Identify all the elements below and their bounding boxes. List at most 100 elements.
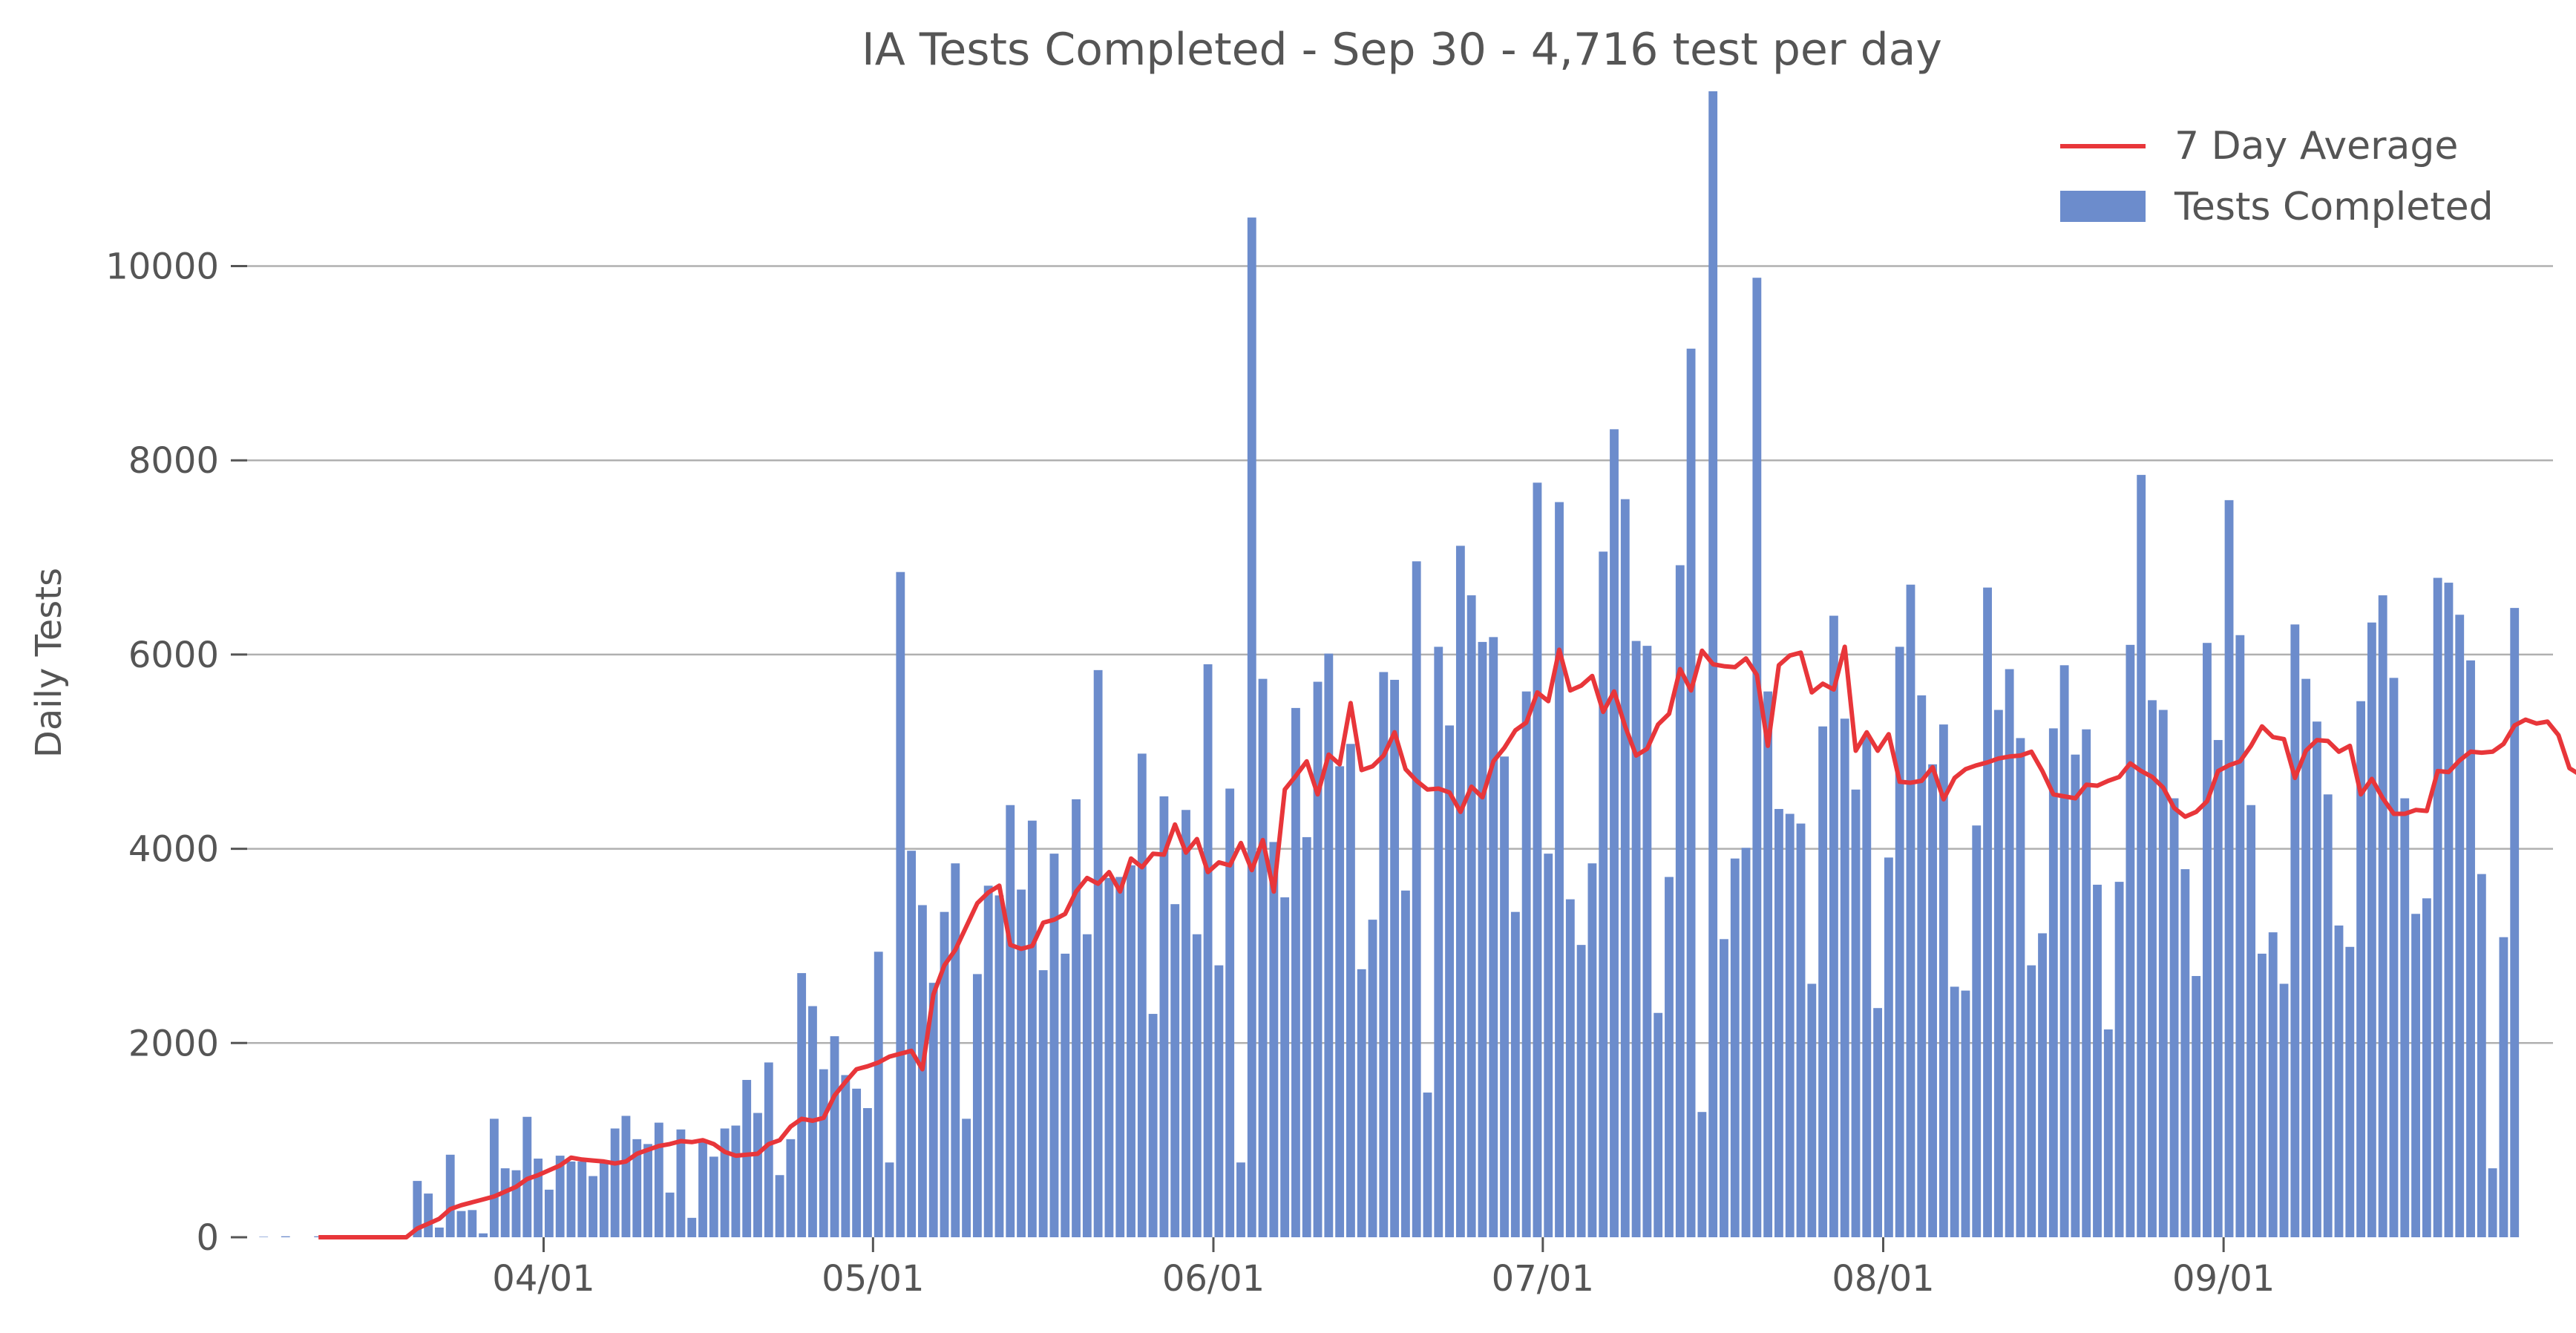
bar <box>1104 877 1114 1237</box>
bar <box>1895 646 1904 1237</box>
bar <box>1785 813 1795 1237</box>
chart-title: IA Tests Completed - Sep 30 - 4,716 test… <box>862 24 1942 76</box>
bar <box>907 851 917 1237</box>
bar <box>599 1161 609 1237</box>
bar <box>2114 882 2124 1237</box>
bar <box>1741 848 1751 1237</box>
bar <box>1938 724 1948 1237</box>
bar <box>940 911 949 1237</box>
bar <box>1675 565 1685 1237</box>
bar <box>819 1069 828 1237</box>
bar <box>2082 729 2091 1237</box>
bar <box>1082 934 1092 1237</box>
bar <box>1017 889 1026 1237</box>
x-tick-label: 09/01 <box>2172 1258 2275 1300</box>
bar <box>1565 899 1575 1237</box>
bar <box>1599 551 1608 1237</box>
bar <box>500 1168 510 1237</box>
bar <box>2268 932 2278 1237</box>
bar <box>753 1113 762 1237</box>
bar <box>1906 584 1915 1237</box>
bar <box>2488 1168 2497 1237</box>
bar <box>643 1144 652 1237</box>
x-tick-label: 08/01 <box>1832 1258 1934 1300</box>
y-tick-label: 10000 <box>105 246 219 288</box>
bar <box>2345 946 2355 1237</box>
bar <box>698 1142 707 1237</box>
bar <box>1072 799 1081 1237</box>
bar <box>1544 854 1553 1237</box>
bar <box>1247 217 1256 1237</box>
bar <box>742 1080 752 1237</box>
bar <box>1521 691 1531 1237</box>
bar <box>1774 808 1783 1237</box>
bar <box>2169 798 2179 1237</box>
legend: 7 Day Average Tests Completed <box>2060 124 2494 229</box>
bar <box>1214 965 1224 1237</box>
bar <box>1654 1012 1663 1237</box>
y-tick-label: 2000 <box>128 1023 219 1064</box>
bar <box>1236 1162 1245 1237</box>
bar <box>764 1062 773 1237</box>
bar <box>1159 796 1169 1237</box>
bar <box>1093 669 1103 1237</box>
bar <box>1006 805 1015 1237</box>
bar <box>2433 577 2442 1237</box>
bar <box>1510 911 1520 1237</box>
bar <box>951 863 960 1237</box>
bar <box>2455 615 2465 1237</box>
bar <box>1127 865 1135 1237</box>
bar <box>1368 920 1377 1237</box>
bar <box>1730 858 1740 1237</box>
bar <box>2323 794 2333 1237</box>
bar <box>2378 595 2387 1237</box>
bar <box>1203 664 1213 1237</box>
bar <box>1686 348 1696 1238</box>
bar <box>720 1128 730 1237</box>
bar <box>1587 863 1597 1237</box>
bar <box>632 1139 642 1237</box>
bar <box>852 1088 862 1237</box>
bar <box>1862 735 1872 1237</box>
bar <box>731 1125 741 1237</box>
legend-swatch-bar <box>2060 191 2146 222</box>
bar <box>2258 953 2267 1237</box>
bar <box>489 1119 499 1237</box>
bar <box>621 1116 631 1237</box>
bar <box>1335 766 1345 1237</box>
bar <box>479 1233 488 1237</box>
y-tick-label: 6000 <box>128 635 219 676</box>
bar <box>2203 643 2212 1237</box>
bar <box>1455 546 1465 1237</box>
bar <box>885 1162 894 1237</box>
bar <box>1038 970 1048 1237</box>
bar <box>555 1156 565 1237</box>
bar <box>1061 953 1070 1237</box>
bar <box>1357 969 1366 1237</box>
bar <box>544 1189 554 1237</box>
bar <box>2246 805 2256 1237</box>
bar <box>1950 986 1959 1237</box>
bar <box>445 1154 455 1237</box>
bar <box>1445 725 1454 1237</box>
bar <box>2389 678 2399 1237</box>
bar <box>1818 726 1828 1237</box>
bar <box>2005 669 2014 1237</box>
bar <box>665 1192 675 1237</box>
y-tick-label: 0 <box>196 1217 219 1259</box>
bar <box>1302 836 1311 1237</box>
bar <box>2148 700 2157 1237</box>
bar <box>2059 665 2069 1237</box>
bar <box>1412 561 1421 1237</box>
bar <box>709 1156 718 1237</box>
bar <box>1489 637 1498 1237</box>
bar <box>1192 934 1202 1237</box>
bar <box>589 1176 597 1237</box>
bar <box>687 1217 697 1237</box>
bar <box>1269 842 1279 1237</box>
bar <box>841 1075 851 1237</box>
bar <box>2137 474 2146 1238</box>
bar <box>1258 678 1268 1237</box>
bar <box>2016 738 2025 1237</box>
bar <box>1379 672 1389 1237</box>
